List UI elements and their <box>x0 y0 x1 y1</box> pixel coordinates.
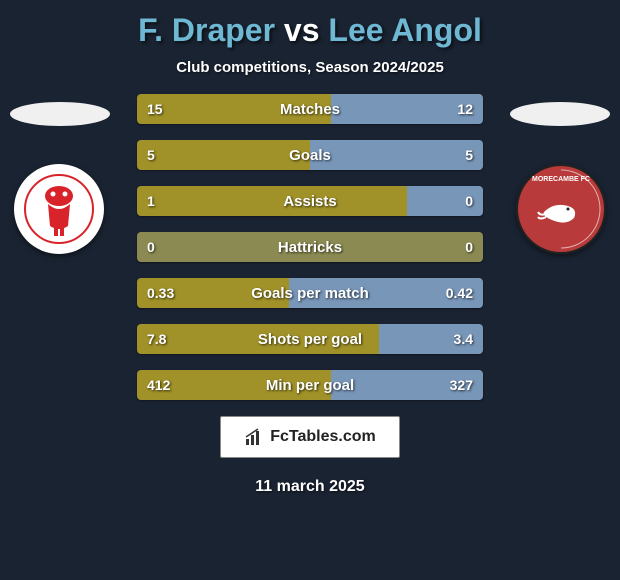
brand-logo: FcTables.com <box>220 416 400 458</box>
stat-bars-container: 1512Matches 55Goals 10Assists 00Hattricks 0.… <box>137 94 483 400</box>
stat-row: 412327Min per goal <box>137 370 483 400</box>
player1-flag <box>10 102 110 126</box>
stat-row: 0.330.42Goals per match <box>137 278 483 308</box>
date-text: 11 march 2025 <box>0 478 620 496</box>
content-area: MORECAMBE FC 1512Matches 55Goals 10Assists… <box>0 94 620 400</box>
player1-club-logo <box>14 164 104 254</box>
vs-text: vs <box>284 12 320 48</box>
lincoln-city-icon <box>24 174 94 244</box>
player2-name: Lee Angol <box>328 12 481 48</box>
stat-row: 00Hattricks <box>137 232 483 262</box>
comparison-title: F. Draper vs Lee Angol <box>0 0 620 49</box>
stat-row: 1512Matches <box>137 94 483 124</box>
player1-name: F. Draper <box>138 12 275 48</box>
morecambe-icon: MORECAMBE FC <box>516 164 606 254</box>
player2-flag <box>510 102 610 126</box>
subtitle: Club competitions, Season 2024/2025 <box>0 59 620 76</box>
svg-text:MORECAMBE FC: MORECAMBE FC <box>532 176 590 183</box>
player2-club-logo: MORECAMBE FC <box>516 164 606 254</box>
stat-row: 10Assists <box>137 186 483 216</box>
stat-row: 7.83.4Shots per goal <box>137 324 483 354</box>
brand-text: FcTables.com <box>270 428 376 446</box>
brand-chart-icon <box>244 427 264 447</box>
stat-row: 55Goals <box>137 140 483 170</box>
